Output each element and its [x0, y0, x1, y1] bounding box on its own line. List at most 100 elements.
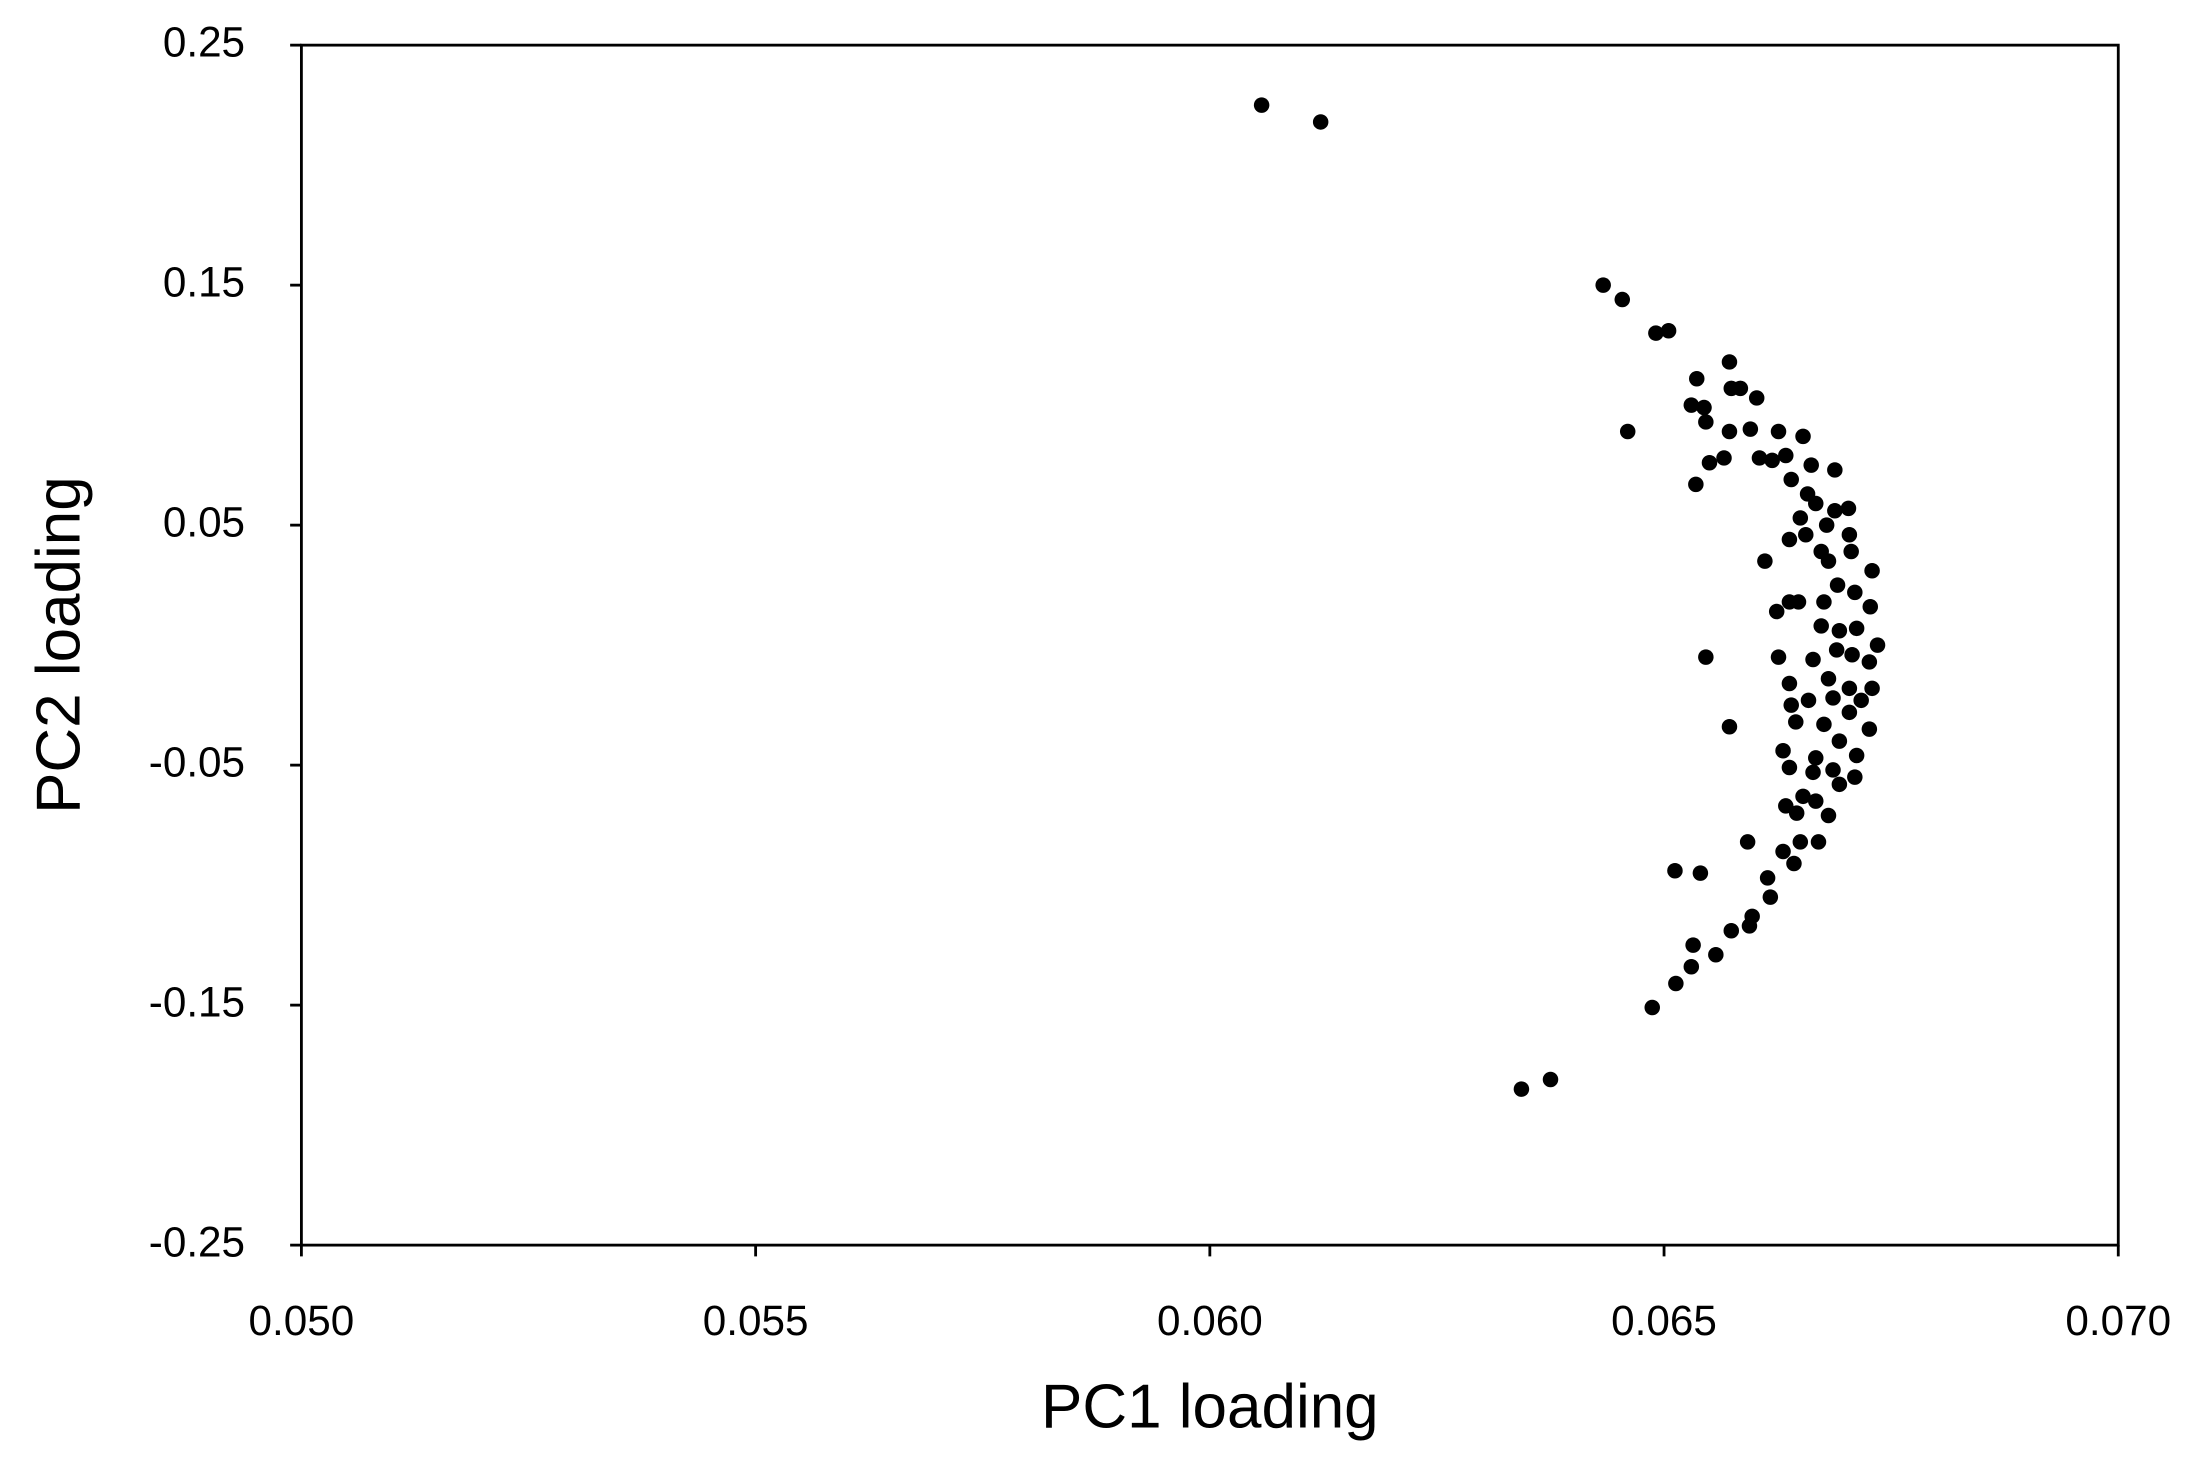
point: [1861, 721, 1878, 737]
point: [1775, 843, 1791, 860]
x-tick-label: 0.065: [1611, 1297, 1717, 1344]
y-tick-label: 0.05: [163, 498, 245, 545]
point: [1732, 380, 1749, 397]
y-tick-label: 0.25: [163, 18, 245, 65]
x-tick-label: 0.070: [2065, 1297, 2171, 1344]
point: [1841, 526, 1858, 543]
y-tick-label: -0.15: [149, 978, 245, 1025]
point: [1685, 937, 1701, 953]
y-axis-title: PC2 loading: [25, 476, 94, 814]
point: [1775, 742, 1791, 759]
point: [1721, 423, 1738, 440]
point: [1614, 291, 1631, 308]
point: [1847, 769, 1863, 785]
point: [1668, 975, 1684, 992]
point: [1844, 646, 1860, 663]
point: [1798, 526, 1814, 543]
point: [1805, 651, 1821, 668]
point: [1770, 649, 1787, 665]
point: [1595, 277, 1611, 293]
point: [1764, 452, 1780, 469]
point: [1648, 325, 1664, 341]
x-tick-label: 0.055: [703, 1297, 809, 1344]
point: [1847, 584, 1863, 601]
point: [1683, 958, 1700, 975]
point: [1759, 870, 1776, 886]
point: [1762, 889, 1779, 905]
point: [1828, 642, 1845, 658]
point: [1768, 603, 1785, 620]
point: [1792, 510, 1809, 526]
point: [1692, 865, 1709, 881]
point: [1619, 423, 1636, 440]
point: [1805, 764, 1821, 781]
point: [1803, 457, 1819, 473]
point: [1723, 922, 1740, 939]
point: [1644, 999, 1660, 1016]
point: [1827, 502, 1843, 519]
point: [1864, 680, 1880, 697]
point: [1778, 798, 1794, 814]
point: [1748, 390, 1765, 406]
point: [1825, 690, 1841, 706]
point: [1698, 414, 1714, 430]
point: [1820, 670, 1837, 687]
point: [1792, 834, 1809, 850]
point: [1810, 834, 1827, 850]
point: [1808, 495, 1824, 512]
point: [1701, 454, 1718, 471]
point: [1869, 637, 1886, 653]
point: [1783, 697, 1799, 713]
point: [1770, 423, 1787, 440]
point: [1840, 500, 1857, 517]
point: [1861, 654, 1878, 670]
plot-frame: [299, 43, 2120, 1247]
point: [1795, 428, 1811, 445]
point: [1853, 692, 1869, 709]
point: [1751, 450, 1768, 466]
point: [1831, 776, 1848, 793]
point: [1816, 594, 1832, 610]
point: [1848, 747, 1865, 764]
point: [1781, 675, 1798, 692]
x-axis-title: PC1 loading: [1041, 1373, 1379, 1442]
point: [1825, 762, 1841, 778]
point: [1741, 918, 1758, 934]
point: [1795, 788, 1811, 805]
point: [1689, 370, 1705, 387]
point: [1808, 750, 1824, 766]
point: [1790, 594, 1807, 610]
point: [1716, 450, 1732, 466]
point: [1683, 397, 1700, 413]
point: [1813, 618, 1829, 634]
point: [1688, 476, 1704, 493]
point: [1781, 759, 1798, 776]
point: [1721, 718, 1738, 735]
point: [1253, 97, 1270, 113]
point: [1781, 531, 1798, 548]
point: [1667, 862, 1683, 879]
point: [1818, 517, 1835, 533]
point: [1808, 793, 1824, 809]
point: [1848, 620, 1865, 637]
point: [1841, 680, 1858, 697]
point: [1816, 716, 1832, 733]
point: [1820, 553, 1837, 569]
point: [1708, 946, 1724, 963]
point: [1778, 447, 1794, 464]
point: [1542, 1071, 1559, 1088]
point: [1742, 421, 1759, 437]
point: [1739, 834, 1756, 850]
y-tick-label: -0.05: [149, 738, 245, 785]
point: [1757, 553, 1773, 569]
point: [1786, 855, 1802, 872]
point: [1831, 733, 1848, 749]
point: [1696, 399, 1712, 416]
point: [1827, 462, 1843, 478]
point: [1513, 1081, 1530, 1097]
point: [1800, 692, 1817, 709]
y-tick-label: -0.25: [149, 1218, 245, 1265]
point: [1660, 322, 1677, 339]
point: [1829, 577, 1846, 593]
